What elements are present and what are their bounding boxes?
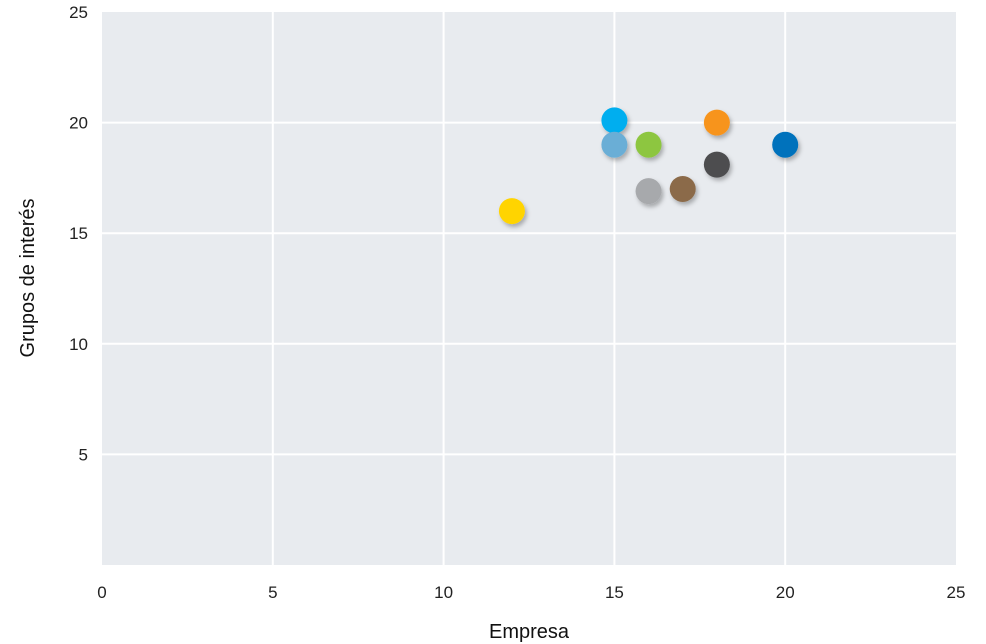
data-point	[772, 131, 799, 158]
x-axis-title: Empresa	[489, 621, 570, 643]
x-tick-label: 5	[268, 583, 277, 602]
data-point	[669, 175, 696, 202]
x-tick-label: 10	[434, 583, 453, 602]
plot-area	[102, 12, 956, 565]
data-points	[498, 107, 799, 225]
x-tick-label: 0	[97, 583, 106, 602]
x-tick-label: 25	[947, 583, 966, 602]
data-point	[498, 198, 525, 225]
y-tick-label: 20	[69, 114, 88, 133]
x-tick-label: 15	[605, 583, 624, 602]
data-point	[703, 109, 730, 136]
data-point	[703, 151, 730, 178]
y-tick-label: 25	[69, 3, 88, 22]
y-tick-label: 10	[69, 335, 88, 354]
data-point	[635, 131, 662, 158]
data-point	[635, 178, 662, 205]
data-point	[601, 107, 628, 134]
y-axis-ticks: 5 10 15 20 25	[69, 3, 88, 464]
y-tick-label: 5	[79, 445, 88, 464]
x-tick-label: 20	[776, 583, 795, 602]
y-axis-title: Grupos de interés	[17, 199, 39, 358]
y-tick-label: 15	[69, 224, 88, 243]
x-axis-ticks: 0 5 10 15 20 25	[97, 583, 965, 602]
gridlines	[102, 12, 956, 565]
data-point	[601, 131, 628, 158]
